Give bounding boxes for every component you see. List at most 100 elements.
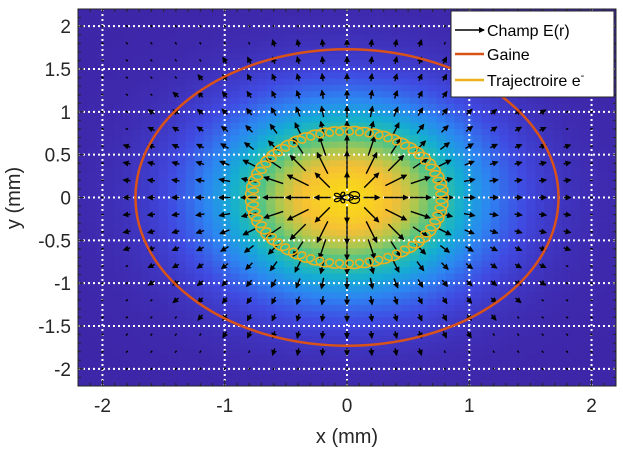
heatmap-cell xyxy=(239,52,249,60)
heatmap-cell xyxy=(445,279,456,287)
heatmap-cell xyxy=(418,210,429,217)
heatmap-cell xyxy=(463,178,474,186)
heatmap-cell xyxy=(95,291,106,299)
heatmap-cell xyxy=(580,310,590,318)
heatmap-cell xyxy=(86,335,97,343)
heatmap-cell xyxy=(400,15,411,23)
heatmap-cell xyxy=(580,197,590,205)
heatmap-cell xyxy=(598,316,608,324)
heatmap-cell xyxy=(490,379,501,386)
heatmap-cell xyxy=(409,159,420,167)
heatmap-cell xyxy=(167,103,178,111)
heatmap-cell xyxy=(78,354,88,362)
heatmap-cell xyxy=(481,172,492,180)
heatmap-cell xyxy=(607,109,616,117)
heatmap-cell xyxy=(427,203,438,211)
heatmap-cell xyxy=(212,203,223,211)
heatmap-cell xyxy=(535,310,545,318)
heatmap-cell xyxy=(535,335,545,343)
heatmap-cell xyxy=(562,298,572,305)
heatmap-cell xyxy=(78,291,88,299)
heatmap-cell xyxy=(113,222,124,230)
heatmap-cell xyxy=(149,191,160,199)
heatmap-cell xyxy=(131,254,142,261)
heatmap-cell xyxy=(320,27,330,35)
field-arrow xyxy=(563,143,572,150)
heatmap-cell xyxy=(158,285,169,293)
heatmap-cell xyxy=(571,342,581,349)
heatmap-cell xyxy=(221,46,232,54)
heatmap-cell xyxy=(517,285,527,293)
heatmap-cell xyxy=(347,27,357,35)
heatmap-cell xyxy=(275,260,285,268)
heatmap-cell xyxy=(445,367,456,375)
heatmap-cell xyxy=(212,241,223,249)
field-arrow xyxy=(171,228,180,235)
heatmap-cell xyxy=(86,354,97,362)
field-arrow xyxy=(319,277,326,290)
heatmap-cell xyxy=(78,260,88,268)
heatmap-cell xyxy=(311,260,321,268)
heatmap-cell xyxy=(598,228,608,236)
heatmap-cell xyxy=(598,166,608,173)
heatmap-cell xyxy=(347,304,357,312)
field-arrow xyxy=(318,239,327,260)
heatmap-cell xyxy=(86,84,97,92)
heatmap-cell xyxy=(212,115,223,123)
heatmap-cell xyxy=(338,166,348,173)
field-arrow xyxy=(468,367,471,371)
field-arrow xyxy=(441,56,448,64)
heatmap-cell xyxy=(167,78,178,85)
heatmap-cell xyxy=(113,210,124,217)
heatmap-cell xyxy=(355,21,366,29)
heatmap-cell xyxy=(355,335,366,343)
heatmap-cell xyxy=(418,291,429,299)
heatmap-cell xyxy=(113,96,124,104)
heatmap-cell xyxy=(221,379,232,386)
heatmap-cell xyxy=(176,115,187,123)
heatmap-cell xyxy=(266,203,276,211)
field-arrow xyxy=(539,211,548,218)
heatmap-cell xyxy=(167,27,178,35)
heatmap-cell xyxy=(589,128,599,136)
heatmap-cell xyxy=(445,272,456,280)
heatmap-cell xyxy=(526,379,536,386)
heatmap-cell xyxy=(364,291,375,299)
heatmap-cell xyxy=(104,84,115,92)
heatmap-cell xyxy=(185,228,196,236)
heatmap-cell xyxy=(571,379,581,386)
heatmap-cell xyxy=(607,304,616,312)
heatmap-cell xyxy=(409,191,420,199)
heatmap-cell xyxy=(400,140,411,148)
heatmap-cell xyxy=(266,254,276,261)
heatmap-cell xyxy=(544,360,554,368)
heatmap-cell xyxy=(293,291,303,299)
heatmap-cell xyxy=(391,147,402,155)
heatmap-cell xyxy=(176,210,187,217)
heatmap-cell xyxy=(347,272,357,280)
heatmap-cell xyxy=(95,247,106,255)
heatmap-cell xyxy=(535,348,545,356)
heatmap-cell xyxy=(382,272,393,280)
heatmap-cell xyxy=(589,159,599,167)
heatmap-cell xyxy=(86,21,97,29)
heatmap-cell xyxy=(436,109,447,117)
heatmap-cell xyxy=(364,197,375,205)
heatmap-cell xyxy=(86,247,97,255)
heatmap-cell xyxy=(436,65,447,73)
heatmap-cell xyxy=(400,379,411,386)
heatmap-cell xyxy=(481,197,492,205)
heatmap-cell xyxy=(571,235,581,243)
heatmap-cell xyxy=(607,373,616,381)
field-arrow xyxy=(147,262,155,269)
heatmap-cell xyxy=(454,153,465,161)
heatmap-cell xyxy=(221,172,232,180)
field-arrow xyxy=(147,109,155,116)
heatmap-cell xyxy=(526,367,536,375)
heatmap-cell xyxy=(257,52,267,60)
heatmap-cell xyxy=(167,184,178,192)
heatmap-cell xyxy=(355,354,366,362)
heatmap-cell xyxy=(230,310,240,318)
field-arrow xyxy=(490,126,498,133)
heatmap-cell xyxy=(311,272,321,280)
